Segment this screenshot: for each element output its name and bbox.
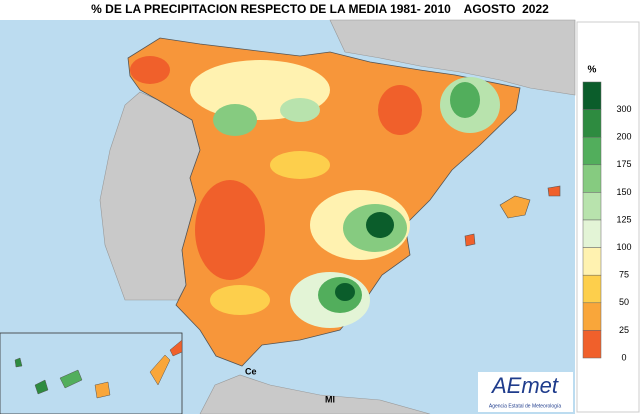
logo-box — [478, 372, 573, 412]
legend-swatch — [582, 302, 602, 331]
legend-label: 200 — [616, 132, 631, 142]
legend-swatch — [582, 109, 602, 138]
menorca — [547, 185, 561, 197]
legend-unit: % — [588, 65, 597, 76]
place-label: Ce — [245, 366, 257, 376]
legend-label: 0 — [621, 352, 626, 362]
logo-brand: AEmet — [490, 373, 559, 398]
precipitation-shading — [130, 56, 500, 328]
canary-islands — [14, 339, 183, 399]
legend: % 300 200 175 150 125 100 75 50 25 0 — [576, 21, 640, 413]
legend-label: 100 — [616, 242, 631, 252]
africa — [199, 374, 431, 414]
legend-swatch — [582, 219, 602, 248]
mallorca — [499, 195, 531, 219]
legend-label: 75 — [619, 270, 629, 280]
place-label: Ml — [325, 394, 335, 404]
legend-label: 175 — [616, 159, 631, 169]
legend-swatch — [582, 274, 602, 304]
legend-swatch — [582, 192, 602, 221]
france — [329, 19, 576, 96]
ibiza — [464, 233, 476, 247]
legend-swatch — [582, 247, 602, 276]
legend-label: 150 — [616, 187, 631, 197]
logo-subtitle: Agencia Estatal de Meteorología — [489, 403, 561, 409]
legend-label: 125 — [616, 214, 631, 224]
legend-label: 300 — [616, 104, 631, 114]
legend-swatch — [582, 81, 602, 110]
legend-label: 50 — [619, 297, 629, 307]
legend-swatch — [582, 136, 602, 166]
map-title: % DE LA PRECIPITACION RESPECTO DE LA MED… — [91, 2, 549, 16]
legend-swatch — [582, 164, 602, 193]
legend-swatch — [582, 330, 602, 359]
map-area: Ce Ml AEmet Agencia Estatal de Meteorolo… — [0, 19, 576, 414]
legend-label: 25 — [619, 325, 629, 335]
